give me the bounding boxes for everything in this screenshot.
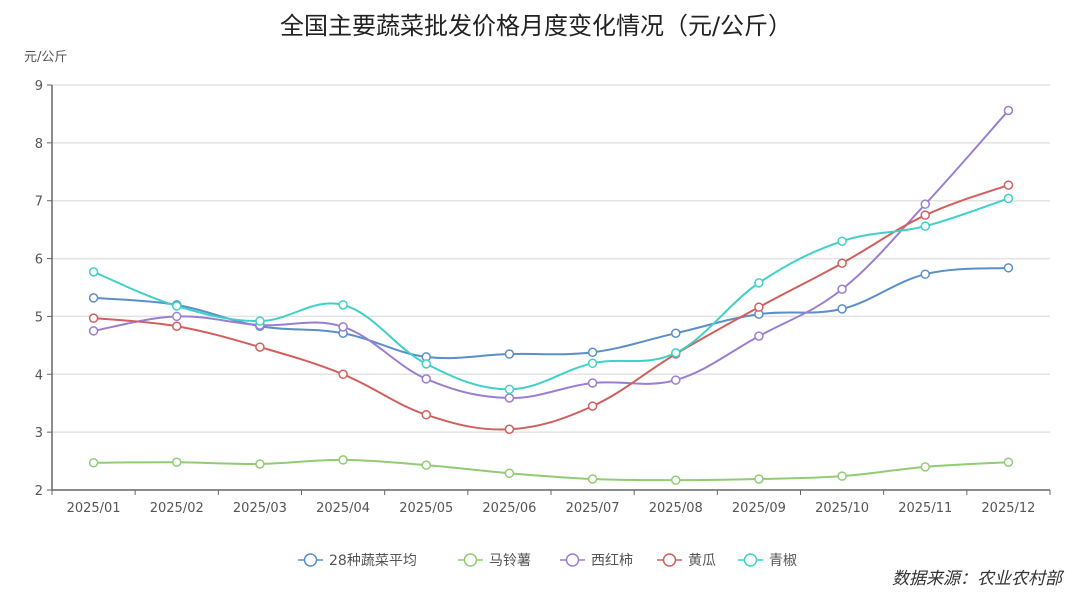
data-point xyxy=(1003,193,1014,204)
data-point xyxy=(172,311,182,322)
data-point xyxy=(504,349,515,359)
x-tick-label: 2025/10 xyxy=(815,501,869,516)
legend-marker xyxy=(463,553,478,567)
data-point xyxy=(255,316,265,326)
data-point xyxy=(255,459,265,469)
data-point xyxy=(587,401,598,411)
legend-item[interactable]: 西红柿 xyxy=(560,552,633,569)
data-point xyxy=(88,313,99,323)
legend-marker xyxy=(743,553,758,567)
data-point xyxy=(172,301,182,311)
data-point xyxy=(421,359,431,369)
data-point xyxy=(837,236,847,246)
data-point xyxy=(587,378,598,388)
x-tick-label: 2025/08 xyxy=(649,501,703,516)
y-tick-label: 5 xyxy=(35,310,43,325)
data-point xyxy=(255,342,265,352)
data-point xyxy=(88,293,99,303)
legend-item[interactable]: 黄瓜 xyxy=(657,552,716,569)
data-point xyxy=(338,322,348,332)
data-point xyxy=(671,475,681,485)
x-tick-label: 2025/03 xyxy=(233,501,287,516)
data-point xyxy=(88,326,99,336)
y-tick-label: 7 xyxy=(35,195,43,210)
y-tick-label: 8 xyxy=(35,137,43,152)
data-point xyxy=(754,278,764,288)
data-point xyxy=(88,267,99,277)
data-point xyxy=(172,321,182,332)
data-point xyxy=(1003,180,1014,190)
data-point xyxy=(754,302,764,312)
data-point xyxy=(920,221,930,231)
data-point xyxy=(671,348,681,358)
x-tick-label: 2025/01 xyxy=(67,501,121,516)
legend-label: 青椒 xyxy=(769,553,797,569)
x-tick-label: 2025/06 xyxy=(482,501,536,516)
y-tick-label: 2 xyxy=(35,484,43,499)
legend-label: 28种蔬菜平均 xyxy=(329,553,417,569)
data-point xyxy=(587,474,598,484)
data-point xyxy=(338,300,348,310)
legend-label: 西红柿 xyxy=(591,552,633,569)
legend-marker xyxy=(565,553,580,567)
x-tick-label: 2025/09 xyxy=(732,501,786,516)
y-tick-label: 6 xyxy=(35,253,43,268)
x-tick-label: 2025/04 xyxy=(316,501,370,516)
legend-label: 马铃薯 xyxy=(489,553,531,569)
data-point xyxy=(504,384,515,395)
x-tick-label: 2025/02 xyxy=(150,501,204,516)
data-point xyxy=(1003,263,1014,273)
legend-item[interactable]: 青椒 xyxy=(738,553,797,569)
data-point xyxy=(587,358,598,369)
data-point xyxy=(587,347,598,358)
data-point xyxy=(754,474,764,484)
data-point xyxy=(421,374,431,384)
data-point xyxy=(1003,457,1014,467)
legend-label: 黄瓜 xyxy=(688,552,716,569)
legend-item[interactable]: 马铃薯 xyxy=(458,553,531,569)
y-tick-label: 3 xyxy=(35,426,43,441)
data-point xyxy=(421,460,431,470)
y-axis-label: 元/公斤 xyxy=(24,50,67,65)
legend-marker xyxy=(303,553,318,567)
series-line xyxy=(93,197,1009,391)
data-point xyxy=(338,455,348,465)
data-point xyxy=(920,199,930,209)
legend-marker xyxy=(662,553,677,567)
series-line xyxy=(93,458,1009,482)
data-point xyxy=(504,424,515,434)
data-point xyxy=(920,462,930,472)
series-line xyxy=(93,266,1009,360)
data-point xyxy=(338,369,348,380)
data-point xyxy=(837,471,847,481)
data-point xyxy=(1003,105,1014,116)
data-source: 数据来源：农业农村部 xyxy=(892,569,1065,589)
data-point xyxy=(172,457,182,467)
data-point xyxy=(837,284,847,294)
x-tick-label: 2025/12 xyxy=(981,501,1035,516)
data-point xyxy=(837,258,847,268)
data-point xyxy=(671,375,681,385)
data-point xyxy=(920,269,930,279)
y-tick-label: 4 xyxy=(35,368,43,383)
chart-title: 全国主要蔬菜批发价格月度变化情况（元/公斤） xyxy=(280,12,792,40)
data-point xyxy=(504,393,515,403)
data-point xyxy=(421,410,431,420)
y-tick-label: 9 xyxy=(35,79,43,94)
legend-item[interactable]: 28种蔬菜平均 xyxy=(298,553,417,569)
x-tick-label: 2025/11 xyxy=(898,501,952,516)
x-tick-label: 2025/07 xyxy=(566,501,620,516)
data-point xyxy=(504,468,515,478)
data-point xyxy=(88,458,99,468)
x-tick-label: 2025/05 xyxy=(399,501,453,516)
data-point xyxy=(920,210,930,220)
data-point xyxy=(671,328,681,338)
data-point xyxy=(754,331,764,341)
data-point xyxy=(837,304,847,314)
series-line xyxy=(93,184,1009,431)
